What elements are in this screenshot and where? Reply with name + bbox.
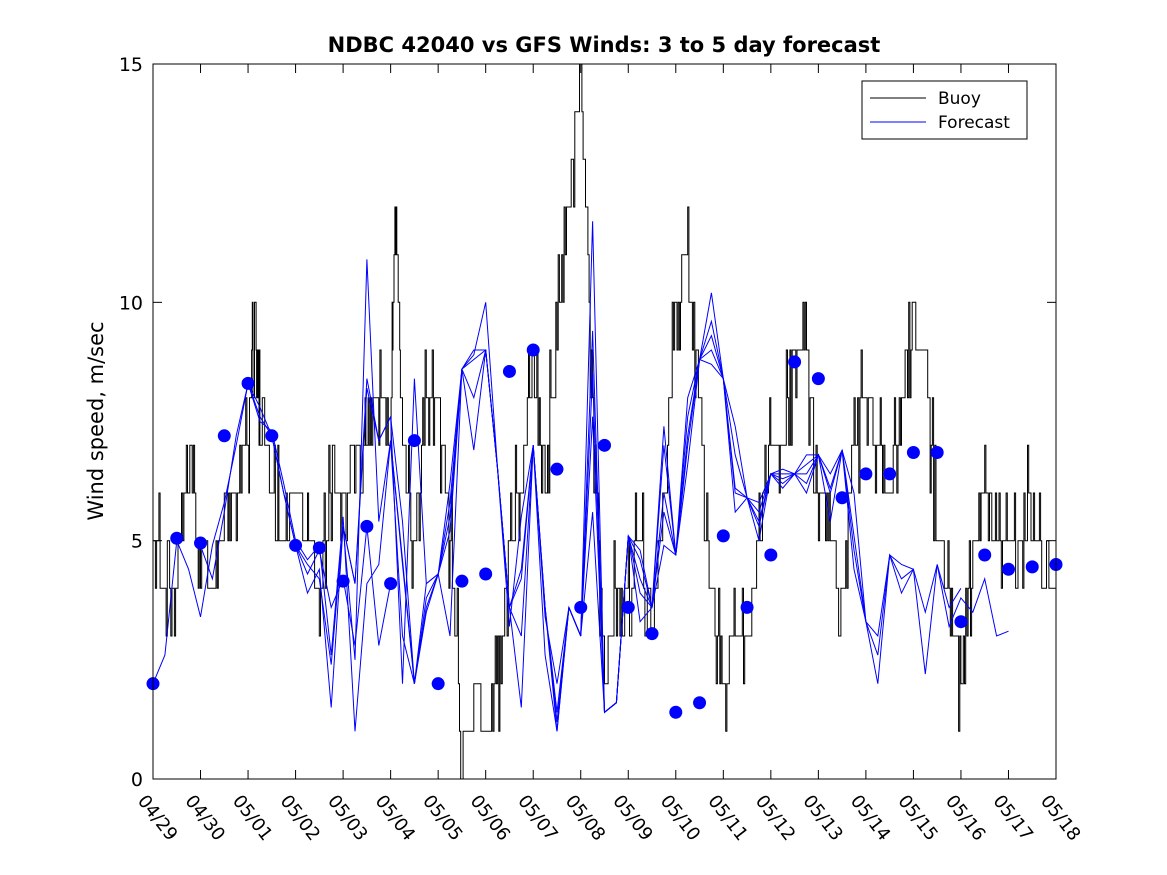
forecast-marker: [407, 434, 421, 448]
forecast-series-line-12: [675, 349, 914, 656]
forecast-marker: [384, 577, 398, 591]
forecast-series-line-7: [437, 349, 677, 714]
x-tick-label: 04/29: [133, 791, 181, 845]
forecast-marker: [598, 438, 611, 452]
forecast-marker: [502, 364, 516, 378]
forecast-marker: [1025, 560, 1039, 574]
plot-area: [146, 64, 1063, 779]
forecast-series-line-1: [153, 381, 392, 684]
forecast-marker: [811, 372, 825, 386]
forecast-marker: [574, 600, 588, 614]
y-tick-label: 5: [131, 531, 143, 553]
forecast-marker: [289, 538, 303, 552]
x-tick-label: 05/14: [846, 791, 894, 845]
forecast-marker: [883, 467, 897, 481]
x-tick-label: 05/16: [941, 791, 989, 845]
forecast-series-line-10: [580, 292, 819, 714]
y-tick-label: 0: [131, 769, 143, 791]
x-tick-label: 05/13: [798, 791, 846, 845]
forecast-marker: [479, 567, 493, 581]
forecast-marker: [455, 574, 469, 588]
y-axis-label: Wind speed, m/sec: [84, 321, 108, 520]
x-tick-label: 04/30: [181, 791, 229, 845]
x-tick-label: 05/07: [513, 791, 561, 845]
x-tick-label: 05/11: [703, 791, 751, 845]
y-tick-label: 15: [119, 54, 143, 76]
forecast-marker: [930, 445, 944, 459]
legend: Buoy Forecast: [861, 80, 1028, 140]
forecast-marker: [906, 445, 920, 459]
x-tick-label: 05/18: [1036, 791, 1084, 845]
legend-box: [861, 80, 1028, 140]
x-tick-label: 05/03: [323, 791, 371, 845]
x-tick-label: 05/09: [608, 791, 656, 845]
forecast-series-line-3: [247, 259, 487, 708]
forecast-marker: [550, 462, 564, 476]
forecast-marker: [241, 376, 255, 390]
chart-title: NDBC 42040 vs GFS Winds: 3 to 5 day fore…: [328, 33, 881, 57]
forecast-marker: [526, 343, 540, 357]
forecast-series-line-6: [390, 221, 629, 732]
forecast-marker: [835, 491, 849, 505]
legend-buoy-label: Buoy: [938, 89, 981, 109]
y-tick-label: 10: [119, 292, 143, 314]
forecast-marker: [716, 529, 730, 543]
legend-forecast-label: Forecast: [938, 113, 1010, 133]
forecast-marker: [431, 677, 445, 691]
forecast-marker: [360, 519, 374, 533]
forecast-marker: [669, 705, 683, 719]
forecast-marker: [764, 548, 778, 562]
forecast-series-line-14: [770, 448, 1009, 638]
forecast-marker: [336, 574, 350, 588]
forecast-marker: [170, 531, 184, 545]
forecast-marker: [788, 355, 802, 369]
x-tick-label: 05/08: [561, 791, 609, 845]
x-tick-label: 05/01: [228, 791, 276, 845]
forecast-marker: [954, 615, 968, 629]
forecast-marker: [859, 467, 873, 481]
forecast-marker: [194, 536, 208, 550]
x-tick-label: 05/12: [751, 791, 799, 845]
forecast-marker: [645, 627, 659, 641]
x-tick-label: 05/02: [276, 791, 324, 845]
axes-frame: [152, 63, 1057, 780]
forecast-marker: [978, 548, 992, 562]
forecast-marker: [693, 696, 707, 710]
forecast-series-line-9: [532, 319, 772, 722]
x-tick-label: 05/05: [418, 791, 466, 845]
x-tick-label: 05/15: [893, 791, 941, 845]
buoy-series-line: [153, 64, 1056, 779]
forecast-marker: [621, 600, 635, 614]
forecast-marker: [312, 541, 326, 555]
x-tick-label: 05/17: [989, 791, 1037, 845]
forecast-marker: [1001, 562, 1015, 576]
x-tick-label: 05/10: [656, 791, 704, 845]
x-tick-label: 05/04: [371, 791, 419, 845]
forecast-marker: [740, 600, 754, 614]
x-tick-label: 05/06: [466, 791, 514, 845]
forecast-marker: [217, 429, 231, 443]
forecast-series-line-11: [627, 334, 867, 622]
forecast-marker: [265, 429, 279, 443]
